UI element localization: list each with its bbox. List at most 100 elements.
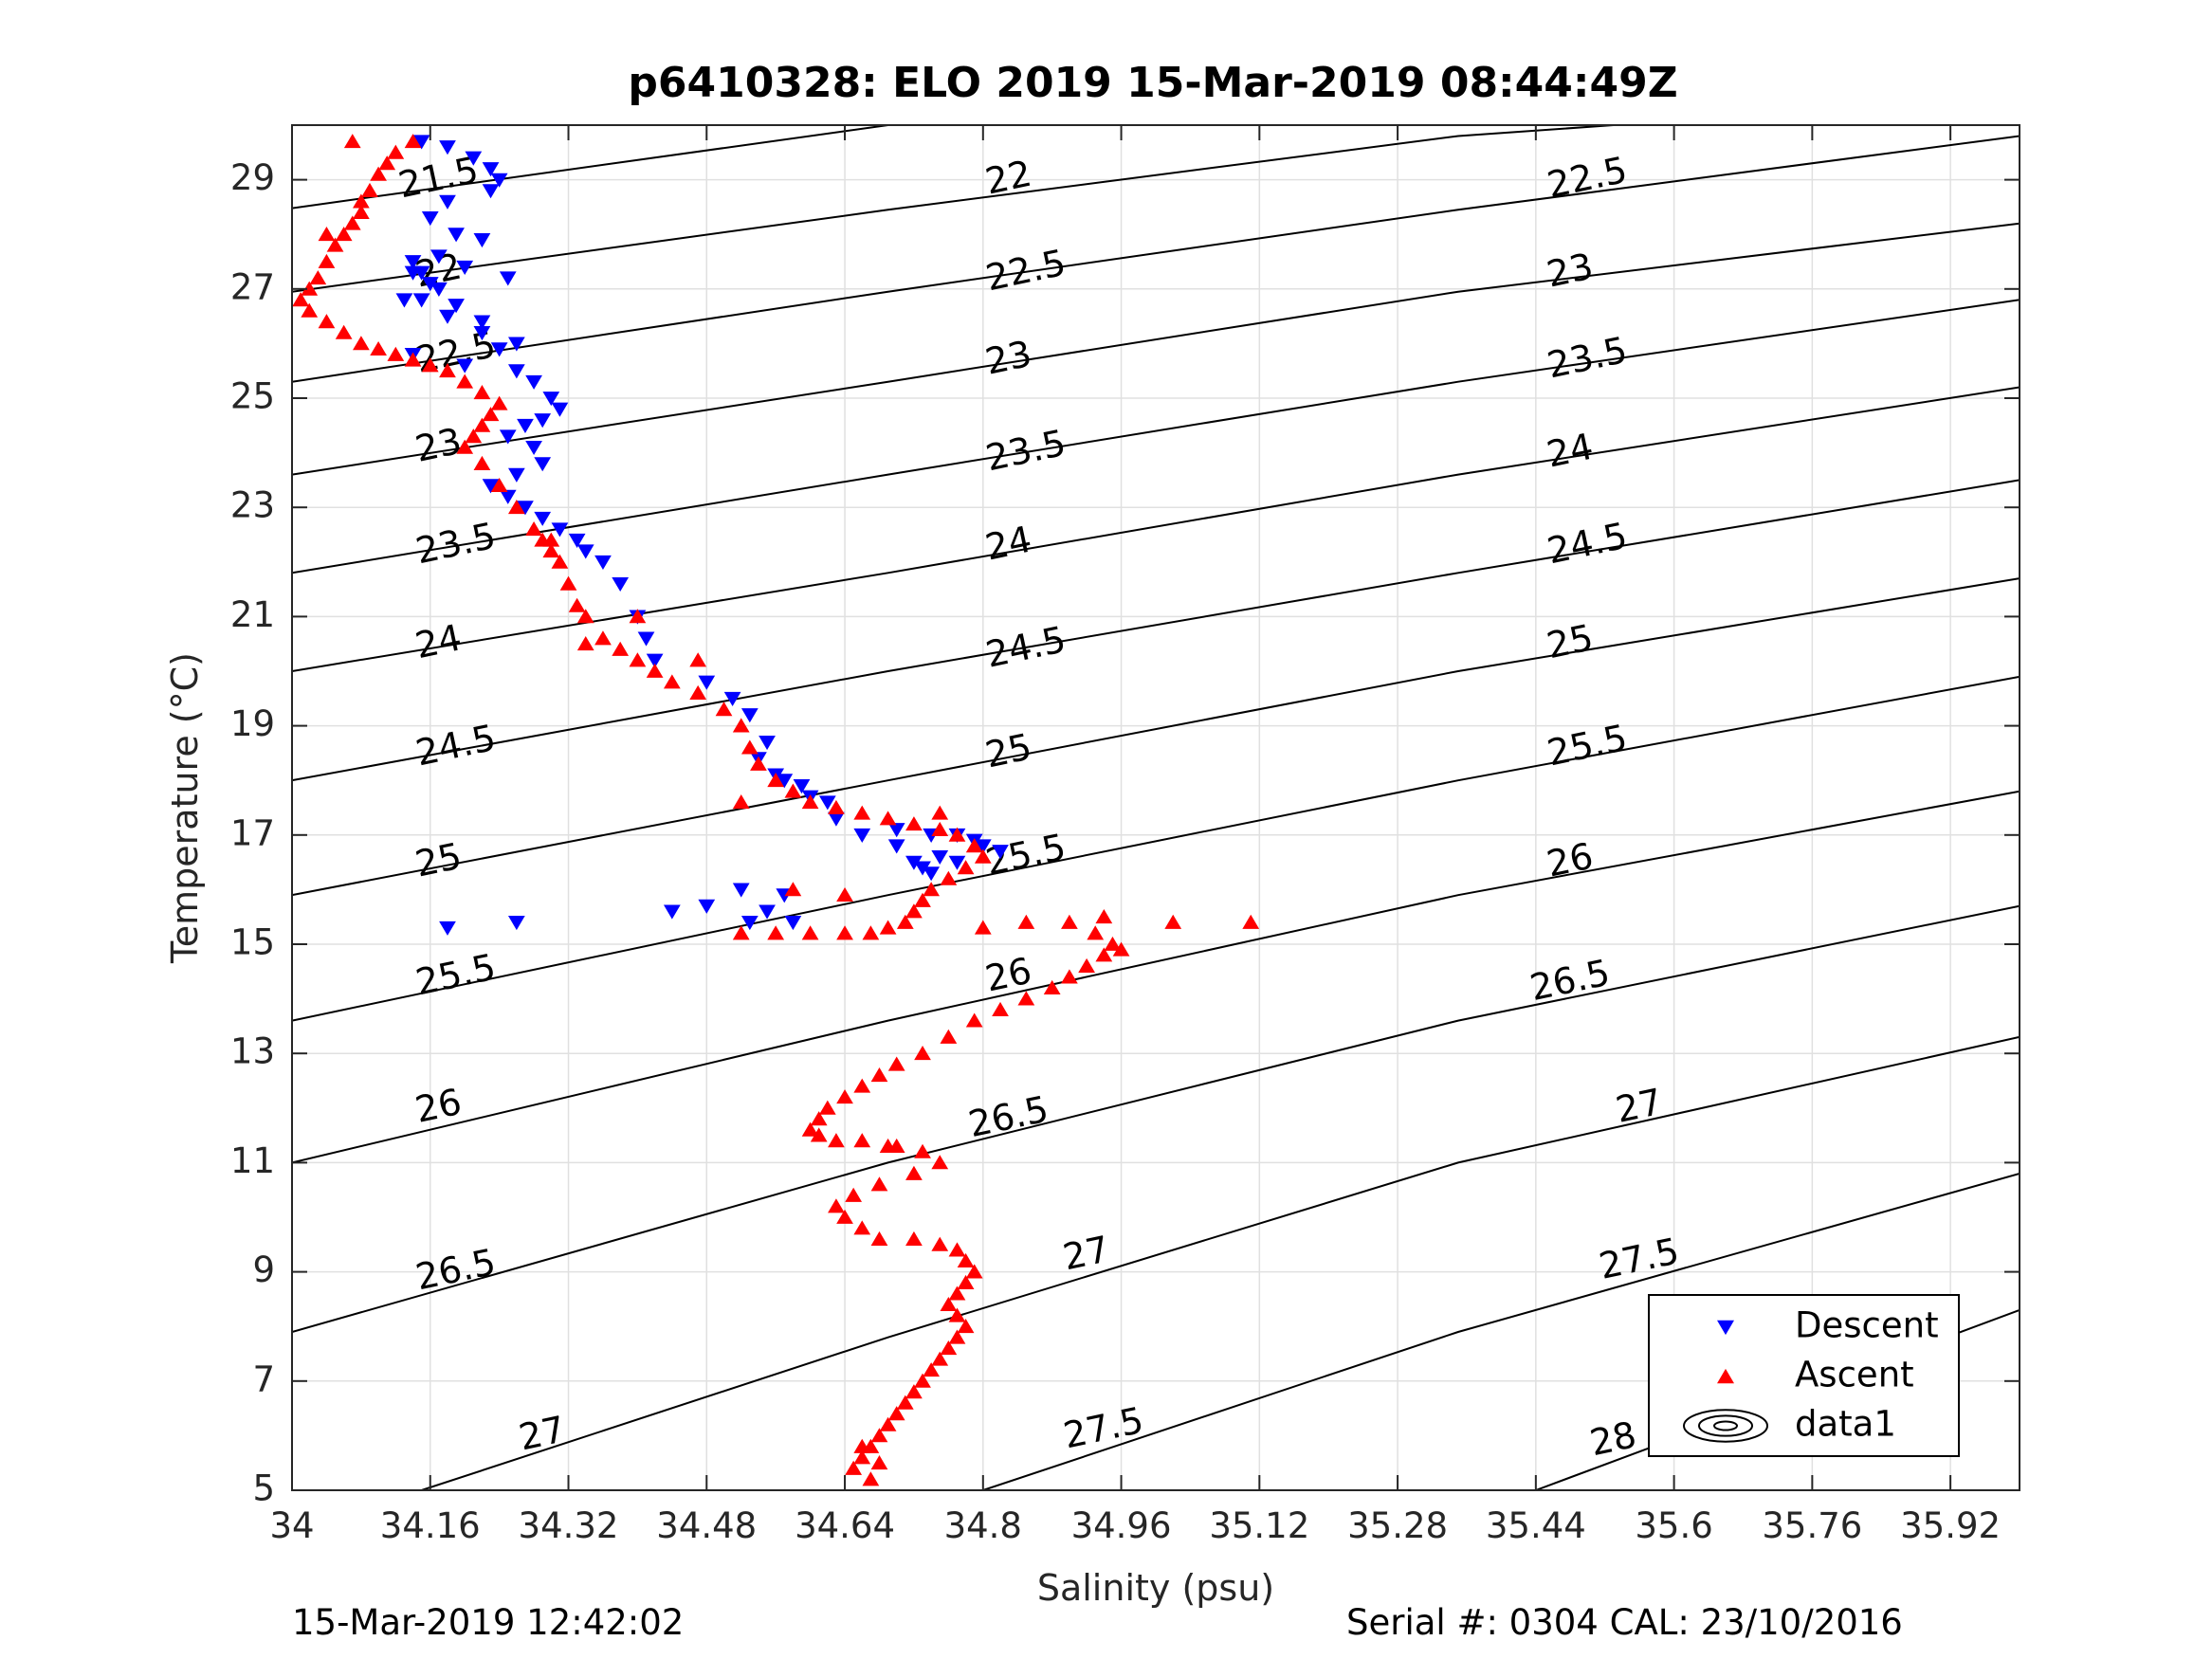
- ascent-marker: [629, 652, 647, 667]
- ascent-marker: [828, 1133, 845, 1148]
- descent-marker: [723, 691, 741, 706]
- descent-marker: [568, 533, 586, 548]
- contour-line-26.5: [292, 904, 2020, 1333]
- ascent-marker: [1061, 914, 1078, 929]
- ascent-marker: [689, 652, 707, 667]
- ascent-marker: [292, 292, 309, 307]
- x-tick-label: 34.64: [795, 1505, 895, 1546]
- ascent-marker: [940, 1029, 958, 1044]
- descent-marker: [784, 916, 802, 931]
- chart-title: p6410328: ELO 2019 15-Mar-2019 08:44:49Z: [628, 59, 1677, 107]
- x-tick-label: 35.92: [1900, 1505, 2001, 1546]
- ascent-marker: [853, 1220, 871, 1235]
- ascent-marker: [576, 609, 594, 624]
- ascent-marker: [318, 253, 336, 268]
- ascent-marker: [309, 270, 327, 285]
- descent-marker: [818, 795, 836, 811]
- descent-marker: [914, 861, 931, 876]
- descent-marker: [517, 418, 534, 433]
- descent-marker: [482, 479, 500, 494]
- y-tick-label: 29: [230, 157, 275, 198]
- ascent-marker: [1078, 957, 1095, 973]
- contour-label: 26: [411, 1081, 465, 1131]
- ascent-marker: [974, 848, 992, 864]
- ascent-marker: [870, 1428, 888, 1443]
- ascent-marker: [1095, 947, 1113, 962]
- y-tick-label: 7: [252, 1358, 275, 1399]
- ascent-marker: [1017, 991, 1035, 1006]
- ascent-marker: [1087, 925, 1105, 940]
- descent-marker: [412, 135, 430, 150]
- ascent-marker: [490, 395, 508, 410]
- contour-line-25.5: [292, 675, 2020, 1022]
- ascent-marker: [732, 925, 750, 940]
- legend-marker-ascent: [1717, 1368, 1734, 1384]
- contour-label: 27: [515, 1408, 568, 1458]
- ascent-marker: [353, 336, 370, 351]
- ascent-marker: [828, 799, 845, 814]
- ascent-marker: [1104, 936, 1122, 951]
- descent-marker: [499, 489, 517, 504]
- ascent-marker: [914, 1046, 931, 1061]
- ascent-marker: [301, 302, 319, 318]
- descent-marker: [974, 839, 992, 854]
- ascent-marker: [343, 134, 361, 149]
- ascent-marker: [853, 1449, 871, 1465]
- legend-label-descent: Descent: [1795, 1305, 1939, 1346]
- ascent-marker: [335, 227, 353, 242]
- ascent-marker: [465, 428, 483, 444]
- ascent-marker: [905, 1165, 923, 1180]
- descent-marker: [412, 293, 430, 308]
- descent-marker: [517, 501, 534, 516]
- ascent-marker: [862, 1471, 880, 1486]
- x-tick-label: 34.8: [944, 1505, 1022, 1546]
- contour-line-27: [421, 1035, 2020, 1490]
- descent-marker: [759, 904, 776, 920]
- descent-marker: [404, 255, 422, 270]
- ascent-marker: [948, 1285, 966, 1301]
- ascent-marker: [948, 827, 966, 842]
- contour-label: 24: [411, 616, 465, 666]
- ascent-marker: [421, 357, 439, 373]
- ascent-marker: [576, 636, 594, 651]
- ascent-marker: [845, 1460, 863, 1475]
- x-tick-label: 34.96: [1071, 1505, 1172, 1546]
- ascent-marker: [931, 1155, 949, 1170]
- descent-marker: [490, 342, 508, 357]
- y-tick-label: 21: [230, 594, 275, 635]
- ascent-marker: [1061, 969, 1078, 984]
- ascent-marker: [853, 1078, 871, 1093]
- ascent-marker: [957, 1319, 975, 1334]
- y-tick-label: 19: [230, 703, 275, 744]
- contour-label: 27: [1059, 1228, 1112, 1278]
- descent-marker: [439, 140, 456, 155]
- ascent-marker: [318, 227, 336, 242]
- legend-box: [1648, 1294, 1960, 1457]
- descent-marker: [637, 631, 655, 647]
- ascent-marker: [473, 385, 491, 400]
- contour-label: 27: [1612, 1081, 1665, 1131]
- descent-marker: [421, 211, 439, 227]
- descent-marker: [430, 282, 448, 297]
- ascent-marker: [507, 500, 525, 515]
- descent-marker: [923, 866, 941, 882]
- y-tick-label: 17: [230, 812, 275, 853]
- ascent-marker: [896, 1395, 914, 1410]
- ascent-marker: [715, 702, 733, 717]
- legend-label-data1: data1: [1795, 1404, 1896, 1445]
- ascent-marker: [456, 374, 474, 389]
- descent-marker: [698, 899, 716, 914]
- ascent-marker: [473, 417, 491, 432]
- descent-marker: [853, 828, 871, 843]
- ascent-marker: [404, 134, 422, 149]
- descent-marker: [507, 916, 525, 931]
- descent-marker: [534, 413, 552, 428]
- contour-label: 24: [1544, 426, 1597, 476]
- ascent-marker: [887, 1056, 905, 1071]
- ascent-marker: [404, 352, 422, 367]
- ascent-marker: [870, 1176, 888, 1192]
- ascent-marker: [525, 521, 542, 537]
- ascent-marker: [559, 575, 577, 591]
- ascent-marker: [965, 1264, 983, 1279]
- ascent-marker: [836, 886, 853, 902]
